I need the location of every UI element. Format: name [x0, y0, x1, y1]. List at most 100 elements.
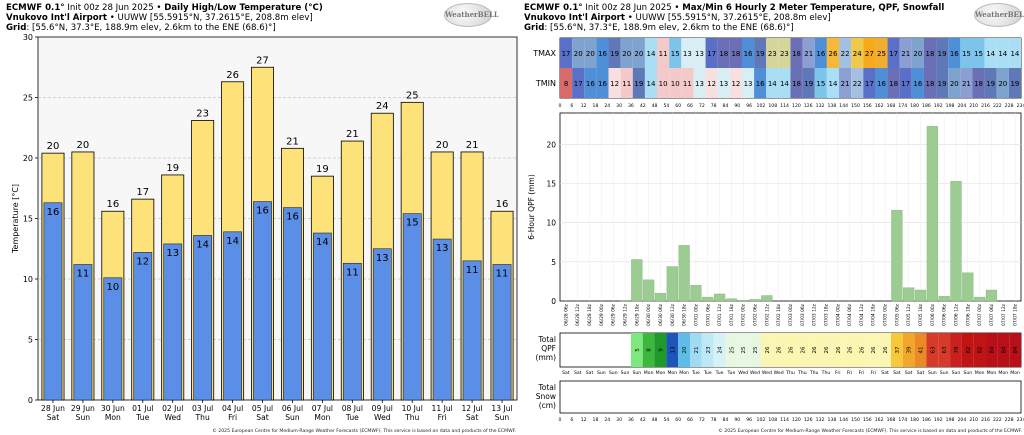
total-qpf-value: 26: [836, 346, 842, 353]
tmax-value: 13: [695, 50, 704, 58]
low-bar: [372, 248, 392, 401]
day-label: Wed: [774, 370, 784, 376]
snow-hour-label: 6: [570, 417, 573, 423]
day-label: Sun: [940, 370, 949, 376]
snow-hour-label: 186: [922, 417, 931, 423]
total-qpf-cell: [642, 333, 655, 367]
qpf-bar: [678, 245, 690, 302]
tmin-value: 19: [804, 80, 813, 88]
snow-hour-label: 198: [946, 417, 955, 423]
total-qpf-cell: [666, 333, 679, 367]
tmax-value: 20: [634, 50, 643, 58]
snow-hour-label: 84: [723, 417, 729, 423]
total-qpf-value: 24: [718, 346, 724, 353]
low-value-label: 14: [316, 237, 329, 248]
low-value-label: 15: [406, 218, 419, 229]
hour-label: 90: [734, 103, 740, 109]
tmax-cell: [875, 38, 888, 68]
hour-label: 30: [616, 103, 622, 109]
tmin-cell: [620, 68, 633, 98]
hour-label: 132: [816, 103, 825, 109]
total-qpf-value: 84: [989, 346, 995, 353]
total-qpf-cell: [855, 333, 868, 367]
hour-label: 60: [675, 103, 681, 109]
tmax-value: 18: [792, 50, 801, 58]
hour-label: 222: [993, 103, 1002, 109]
tmin-value: 19: [634, 80, 643, 88]
day-label: Wed: [738, 370, 748, 376]
day-label: Sat: [893, 370, 901, 376]
total-qpf-cell: [985, 333, 998, 367]
x-weekday-label: Wed: [164, 413, 181, 422]
tmin-value: 17: [901, 80, 910, 88]
qpf-date-label: 07/03 12z: [812, 303, 818, 326]
low-bar: [73, 264, 93, 401]
high-value-label: 20: [436, 140, 449, 151]
qpf-date-label: 06/29 18z: [634, 303, 640, 326]
x-weekday-label: Sat: [466, 413, 478, 422]
hour-label: 36: [628, 103, 634, 109]
qpf-date-label: 07/02 12z: [764, 303, 770, 326]
total-qpf-value: 13: [670, 346, 676, 353]
hour-label: 174: [898, 103, 907, 109]
total-qpf-value: 26: [800, 346, 806, 353]
qpf-bar: [950, 180, 962, 302]
tmin-cell: [705, 68, 718, 98]
tmax-value: 13: [683, 50, 692, 58]
low-bar: [432, 238, 452, 401]
qpf-date-label: 07/06 12z: [953, 303, 959, 326]
tmin-cell: [863, 68, 876, 98]
tmin-cell: [681, 68, 694, 98]
day-label: Sat: [562, 370, 570, 376]
tmin-value: 15: [816, 80, 825, 88]
tmin-value: 16: [586, 80, 595, 88]
qpf-bar: [643, 279, 655, 302]
low-value-label: 12: [136, 256, 149, 267]
qpf-y-tick-label: 0: [551, 297, 556, 306]
snow-hour-label: 174: [898, 417, 907, 423]
tmax-cell: [851, 38, 864, 68]
snow-hour-label: 216: [981, 417, 990, 423]
tmax-value: 22: [841, 50, 850, 58]
day-label: Fri: [835, 370, 840, 376]
total-qpf-value: 84: [1013, 346, 1019, 353]
hour-label: 138: [827, 103, 836, 109]
snow-hour-label: 222: [993, 417, 1002, 423]
qpf-date-label: 07/01 06z: [705, 303, 711, 326]
y-tick-label: 10: [23, 275, 33, 284]
hour-label: 216: [981, 103, 990, 109]
tmax-cell: [778, 38, 791, 68]
x-weekday-label: Wed: [374, 413, 391, 422]
qpf-date-label: 07/04 18z: [871, 303, 877, 326]
tmax-cell: [729, 38, 742, 68]
y-axis-label: Temperature [°C]: [11, 184, 20, 254]
hour-label: 144: [839, 103, 848, 109]
snow-hour-label: 12: [581, 417, 587, 423]
x-weekday-label: Tue: [345, 413, 359, 422]
right-grid-info: Grid: [55.6°N, 37.3°E, 188.9m elev, 2.6k…: [524, 23, 794, 33]
hour-label: 96: [746, 103, 752, 109]
x-date-label: 08 Jul: [342, 404, 363, 413]
day-label: Fri: [871, 370, 876, 376]
tmin-value: 13: [719, 80, 728, 88]
tmax-cell: [936, 38, 949, 68]
tmin-value: 18: [889, 80, 898, 88]
tmin-cell: [960, 68, 973, 98]
total-qpf-value: 63: [942, 346, 948, 353]
total-qpf-cell: [749, 333, 761, 367]
low-bar: [223, 231, 242, 401]
tmin-value: 20: [998, 80, 1007, 88]
total-qpf-value: 26: [848, 346, 854, 353]
total-qpf-row-label: Total: [537, 335, 556, 344]
high-value-label: 20: [77, 140, 90, 151]
qpf-date-label: 07/03 06z: [800, 303, 806, 326]
tmax-cell: [693, 38, 706, 68]
total-qpf-value: 84: [1001, 346, 1007, 353]
day-label: Tue: [691, 370, 700, 376]
tmax-value: 19: [756, 50, 765, 58]
low-bar: [402, 213, 422, 401]
qpf-date-label: 07/01 00z: [693, 303, 699, 326]
tmax-cell: [608, 38, 621, 68]
total-qpf-cell: [784, 333, 797, 367]
